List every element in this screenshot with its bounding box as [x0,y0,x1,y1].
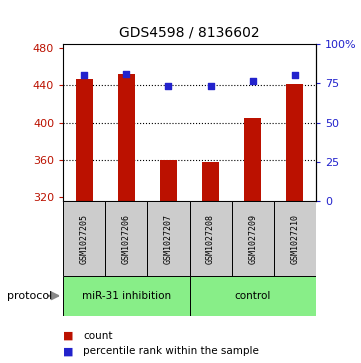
Bar [202,162,219,201]
Bar [118,74,135,201]
Point [123,71,129,77]
Point [166,83,171,89]
Bar [76,79,93,201]
Point [208,83,213,89]
Text: control: control [235,291,271,301]
Bar [105,201,147,276]
Text: GSM1027210: GSM1027210 [290,214,299,264]
Title: GDS4598 / 8136602: GDS4598 / 8136602 [119,26,260,40]
Bar [160,160,177,201]
Text: ■: ■ [63,346,74,356]
Bar [190,201,232,276]
Bar [244,118,261,201]
Text: GSM1027208: GSM1027208 [206,214,215,264]
Bar [63,276,190,316]
Text: miR-31 inhibition: miR-31 inhibition [82,291,171,301]
Text: ■: ■ [63,331,74,341]
Text: GSM1027207: GSM1027207 [164,214,173,264]
Bar [286,85,303,201]
Bar [63,201,105,276]
Bar [232,201,274,276]
Point [292,72,298,78]
Bar [274,201,316,276]
Point [250,78,256,84]
Text: count: count [83,331,113,341]
Point [81,72,87,78]
Text: GSM1027205: GSM1027205 [80,214,89,264]
Text: protocol: protocol [7,291,52,301]
Text: percentile rank within the sample: percentile rank within the sample [83,346,259,356]
Text: GSM1027209: GSM1027209 [248,214,257,264]
Bar [147,201,190,276]
Bar [190,276,316,316]
Text: GSM1027206: GSM1027206 [122,214,131,264]
